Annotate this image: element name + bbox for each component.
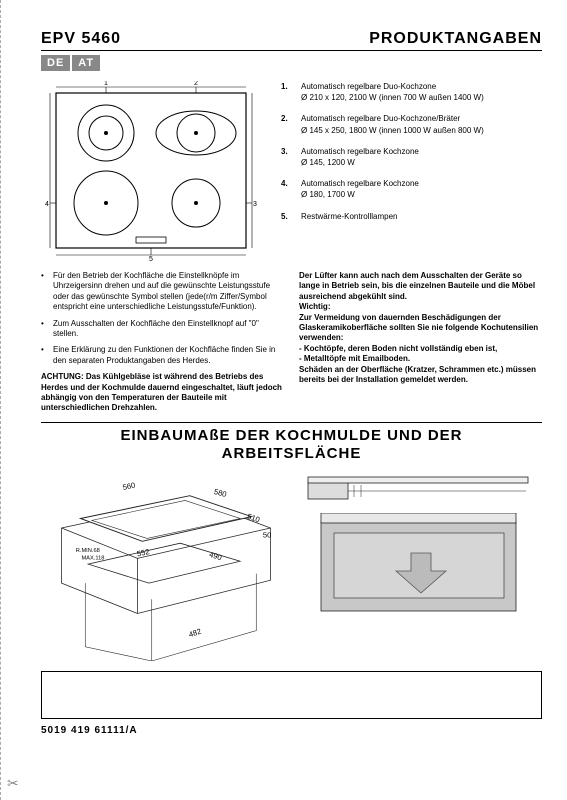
spec-text: Automatisch regelbare Duo-Kochzone/Bräte… bbox=[301, 113, 542, 135]
spec-text: Automatisch regelbare Duo-KochzoneØ 210 … bbox=[301, 81, 542, 103]
svg-text:R.MIN.68: R.MIN.68 bbox=[76, 547, 100, 553]
spec-item: 3.Automatisch regelbare KochzoneØ 145, 1… bbox=[281, 146, 542, 168]
achtung-text: ACHTUNG: Das Kühlgebläse ist während des… bbox=[41, 372, 284, 414]
para: Der Lüfter kann auch nach dem Ausschalte… bbox=[299, 271, 542, 302]
list-item: - Kochtöpfe, deren Boden nicht vollständ… bbox=[299, 344, 542, 354]
language-tags: DE AT bbox=[41, 55, 542, 71]
bullet-text: Für den Betrieb der Kochfläche die Einst… bbox=[53, 271, 284, 313]
svg-text:552: 552 bbox=[136, 547, 150, 558]
spec-text: Restwärme-Kontrolllampen bbox=[301, 211, 542, 222]
spec-num: 5. bbox=[281, 211, 301, 222]
hob-diagram: 1 2 4 3 5 bbox=[41, 81, 261, 261]
bullet-text: Zum Ausschalten der Kochfläche den Einst… bbox=[53, 319, 284, 340]
svg-text:MAX.118: MAX.118 bbox=[81, 555, 104, 561]
spec-item: 5.Restwärme-Kontrolllampen bbox=[281, 211, 542, 222]
spec-num: 4. bbox=[281, 178, 301, 200]
left-column: •Für den Betrieb der Kochfläche die Eins… bbox=[41, 271, 284, 414]
cutout-diagram: 560 580 R.MIN.68 MAX.118 552 490 510 482… bbox=[41, 471, 291, 661]
spec-item: 4.Automatisch regelbare KochzoneØ 180, 1… bbox=[281, 178, 542, 200]
wichtig-label: Wichtig: bbox=[299, 302, 542, 312]
svg-text:3: 3 bbox=[253, 201, 257, 208]
spec-num: 2. bbox=[281, 113, 301, 135]
svg-text:2: 2 bbox=[194, 81, 198, 87]
page-title: PRODUKTANGABEN bbox=[369, 30, 542, 48]
part-number: 5019 419 61111/A bbox=[41, 725, 542, 736]
svg-text:510: 510 bbox=[246, 512, 261, 524]
bullet-text: Eine Erklärung zu den Funktionen der Koc… bbox=[53, 345, 284, 366]
spec-item: 1.Automatisch regelbare Duo-KochzoneØ 21… bbox=[281, 81, 542, 103]
side-diagrams bbox=[306, 471, 542, 625]
svg-text:5: 5 bbox=[149, 256, 153, 261]
spec-text: Automatisch regelbare KochzoneØ 145, 120… bbox=[301, 146, 542, 168]
svg-text:490: 490 bbox=[208, 550, 223, 562]
spec-num: 1. bbox=[281, 81, 301, 103]
list-item: - Metalltöpfe mit Emailboden. bbox=[299, 354, 542, 364]
para: Schäden an der Oberfläche (Kratzer, Schr… bbox=[299, 365, 542, 386]
svg-text:560: 560 bbox=[122, 480, 136, 491]
spec-text: Automatisch regelbare KochzoneØ 180, 170… bbox=[301, 178, 542, 200]
right-column: Der Lüfter kann auch nach dem Ausschalte… bbox=[299, 271, 542, 414]
scissors-icon: ✂ bbox=[7, 775, 19, 792]
section-heading: EINBAUMAßE DER KOCHMULDE UND DERARBEITSF… bbox=[41, 422, 542, 463]
tag-de: DE bbox=[41, 55, 70, 71]
svg-text:50: 50 bbox=[263, 530, 271, 539]
tag-at: AT bbox=[72, 55, 100, 71]
svg-text:4: 4 bbox=[45, 201, 49, 208]
footer-box bbox=[41, 671, 542, 719]
svg-text:1: 1 bbox=[104, 81, 108, 87]
para: Zur Vermeidung von dauernden Beschädigun… bbox=[299, 313, 542, 344]
svg-text:482: 482 bbox=[188, 626, 203, 638]
spec-num: 3. bbox=[281, 146, 301, 168]
spec-list: 1.Automatisch regelbare Duo-KochzoneØ 21… bbox=[281, 81, 542, 261]
model-number: EPV 5460 bbox=[41, 30, 121, 48]
svg-text:580: 580 bbox=[213, 487, 228, 499]
spec-item: 2.Automatisch regelbare Duo-Kochzone/Brä… bbox=[281, 113, 542, 135]
